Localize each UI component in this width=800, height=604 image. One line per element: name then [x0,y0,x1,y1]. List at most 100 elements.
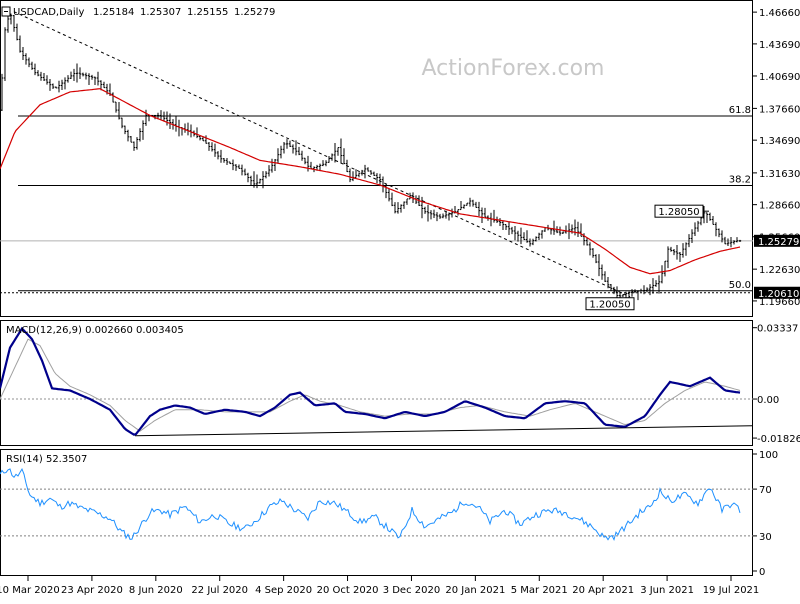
candle [168,113,172,129]
candle [222,157,226,163]
rsi-y-axis: 100 70 30 0 [753,450,778,578]
x-tick-label: 19 Jul 2021 [703,585,760,596]
candle [606,277,610,289]
candle [492,209,496,223]
candle [702,205,706,224]
candle [321,160,325,167]
candle [213,143,217,157]
x-tick-label: 22 Jul 2020 [191,585,248,596]
candle [96,71,100,86]
candle [474,201,478,208]
candle [510,226,514,235]
candle [636,290,640,301]
candle [441,213,445,219]
candle [672,248,676,256]
candle [33,63,37,76]
x-tick-label: 20 Apr 2021 [572,585,634,596]
candle [588,242,592,256]
candle [420,196,424,219]
candle [291,144,295,154]
candle [6,14,10,33]
candle [465,202,469,206]
candle [162,111,166,122]
candle [111,92,115,103]
candle [696,220,700,232]
candle [330,153,334,161]
candle [234,164,238,171]
price-title: USDCAD,Daily [13,7,84,18]
candle [102,81,106,89]
candle [537,232,541,240]
candle [351,171,355,182]
candle [723,236,727,245]
candle [306,155,310,172]
candle [63,77,67,90]
candle [51,83,55,89]
candle [294,140,298,156]
candle [195,127,199,139]
ma-line [0,88,741,275]
rsi-y-tick-label: 100 [759,450,778,461]
candle [45,75,49,85]
candle [303,157,307,165]
candle [651,278,655,294]
candle [48,79,52,91]
candle [507,221,511,236]
candle [711,216,715,225]
candle [690,229,694,243]
candle [21,46,25,61]
fibonacci-levels: 61.8 38.2 50.0 [0,105,753,294]
candle [687,234,691,248]
candle [42,73,46,82]
candle [678,251,682,262]
candle [402,201,406,209]
price-y-tick-label: 1.28660 [759,201,800,212]
candle [444,210,448,219]
candle [225,158,229,165]
candle [456,209,460,216]
candle [93,76,97,86]
candle [714,222,718,237]
candle [627,291,631,298]
candle [720,230,724,243]
price-y-tick-label: 1.22630 [759,265,800,276]
candle [399,204,403,213]
candle [639,288,643,292]
candle [24,53,28,65]
macd-title: MACD(12,26,9) 0.002660 0.003405 [6,325,184,336]
fib-level-label-1: 38.2 [729,175,751,186]
candle [408,192,412,200]
macd-panel-frame [0,320,753,446]
x-tick-label: 3 Jun 2021 [640,585,694,596]
candle [645,287,649,293]
candle [15,23,19,41]
candle [174,116,178,132]
candle [564,225,568,234]
candle [288,140,292,148]
price-annotations: 1.28050 1.20050 [585,204,709,311]
candle [141,120,145,140]
candle [447,212,451,221]
rsi-levels [0,488,753,537]
price-y-tick-label: 1.37660 [759,104,800,115]
candle [477,201,481,217]
price-y-tick-label: 1.31630 [759,169,800,180]
x-tick-label: 4 Sep 2020 [255,585,312,596]
candle [78,67,82,80]
candle [426,204,430,222]
candle [621,294,625,297]
candle [717,228,721,238]
x-tick-label: 3 Dec 2020 [383,585,441,596]
rsi-y-tick-label: 0 [759,567,765,578]
candle [276,148,280,164]
candle [480,207,484,224]
candle [468,197,472,207]
candle [405,198,409,205]
candle [654,280,658,287]
candle [429,210,433,220]
candle [9,13,13,25]
candle [597,254,601,277]
candle [243,168,247,176]
support-badge [754,286,800,299]
candle [735,237,739,243]
